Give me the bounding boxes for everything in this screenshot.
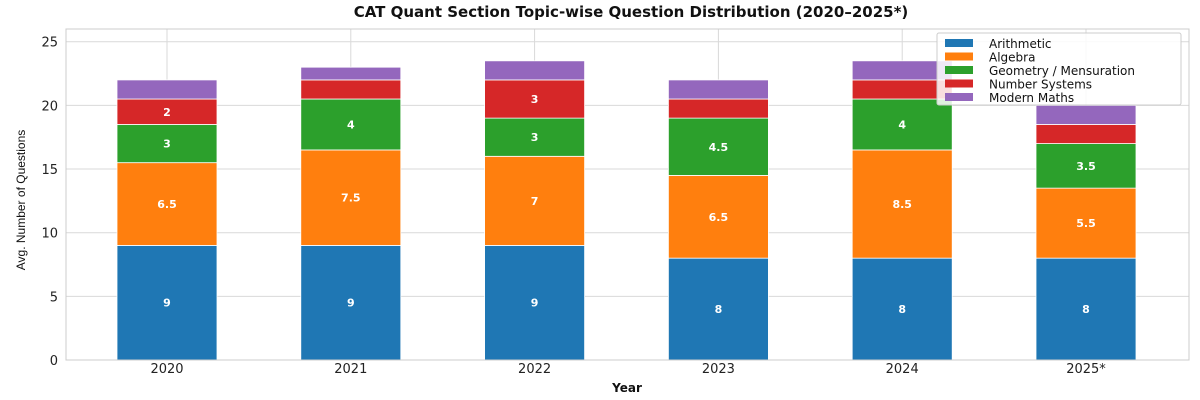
bar-segment-geometry-mensuration: [300, 98, 402, 151]
bar-segment-number-systems: [300, 79, 402, 100]
bar-segment-arithmetic: [116, 245, 218, 361]
bar-segment-number-systems: [1035, 124, 1137, 144]
bar-segment-number-systems: [668, 98, 769, 119]
x-tick-label: 2025*: [1066, 362, 1106, 377]
bar-segment-modern-maths: [484, 60, 586, 81]
x-tick-label: 2021: [334, 362, 367, 377]
x-tick-label: 2023: [702, 362, 735, 377]
y-tick-label: 5: [50, 290, 58, 305]
bar-segment-modern-maths: [1035, 104, 1137, 125]
y-tick-label: 0: [50, 354, 58, 369]
legend-box: [936, 32, 1182, 106]
bar-data-label: 8.5: [892, 198, 912, 211]
bar-segment-algebra: [484, 155, 586, 246]
chart-title: CAT Quant Section Topic-wise Question Di…: [354, 3, 909, 21]
bar-segment-geometry-mensuration: [668, 117, 769, 176]
legend-label: Geometry / Mensuration: [989, 64, 1135, 78]
bar-segment-number-systems: [116, 98, 218, 125]
bar-segment-algebra: [851, 149, 953, 259]
x-axis-label: Year: [611, 381, 642, 395]
bar-segment-arithmetic: [1035, 257, 1137, 361]
legend-swatch: [945, 52, 973, 61]
bar-data-label: 3: [531, 131, 539, 144]
bar-segment-algebra: [116, 162, 218, 246]
y-tick-label: 15: [41, 163, 58, 178]
bar-data-label: 3.5: [1076, 160, 1096, 173]
bar-segment-number-systems: [484, 79, 586, 119]
legend-label: Algebra: [989, 51, 1035, 65]
bar-data-label: 4.5: [709, 141, 729, 154]
bar-segment-geometry-mensuration: [116, 124, 218, 164]
axes: 0 5 10 15 20 25 2020 2021 2022 2023 2024 2025*: [41, 28, 1190, 377]
legend-swatch: [945, 39, 973, 47]
bar-segment-geometry-mensuration: [484, 117, 586, 157]
bar-data-label: 7: [531, 195, 539, 208]
legend-swatch: [945, 66, 973, 74]
bar-segment-algebra: [668, 175, 769, 259]
bar-data-label: 4: [898, 118, 906, 131]
x-tick-label: 2020: [150, 362, 183, 377]
bar-data-label: 8: [898, 303, 906, 316]
legend-label: Arithmetic: [989, 37, 1052, 51]
bar-data-label: 4: [347, 118, 355, 131]
legend-swatch: [945, 79, 973, 88]
bar-segment-modern-maths: [300, 66, 402, 81]
legend-label: Number Systems: [989, 78, 1092, 92]
bar-data-label: 8: [1082, 303, 1090, 316]
y-tick-label: 25: [41, 36, 58, 51]
legend-swatch: [945, 93, 973, 101]
bar-data-label: 2: [163, 106, 171, 119]
bar-data-label: 3: [163, 138, 171, 151]
bar-data-label: 5.5: [1076, 217, 1096, 230]
x-tick-label: 2022: [518, 362, 551, 377]
bar-segment-arithmetic: [668, 257, 769, 361]
bar-data-label: 6.5: [157, 198, 177, 211]
bar-data-label: 6.5: [709, 211, 729, 224]
bar-segment-algebra: [1035, 187, 1137, 259]
bar-segment-geometry-mensuration: [851, 98, 953, 151]
x-tick-label: 2024: [886, 362, 919, 377]
bar-segment-modern-maths: [116, 79, 218, 100]
bars: 9 6.5 3 2 9 7.5 4 9 7 3 3 8 6.5 4.5 8 8.5 4 8 5.5 3.5: [116, 60, 1137, 361]
bar-data-label: 8: [715, 303, 723, 316]
legend-label: Modern Maths: [989, 91, 1074, 105]
y-axis-label: Avg. Number of Questions: [14, 130, 28, 271]
bar-segment-geometry-mensuration: [1035, 143, 1137, 189]
bar-data-label: 9: [347, 297, 355, 310]
y-tick-label: 20: [41, 99, 58, 114]
y-tick-label: 10: [41, 227, 58, 242]
bar-segment-algebra: [300, 149, 402, 246]
bar-data-label: 7.5: [341, 192, 361, 205]
bar-data-label: 3: [531, 93, 539, 106]
bar-data-label: 9: [163, 297, 171, 310]
bar-segment-modern-maths: [668, 79, 769, 100]
bar-data-label: 9: [531, 297, 539, 310]
bar-segment-arithmetic: [851, 257, 953, 361]
plot-frame: [65, 28, 1190, 361]
